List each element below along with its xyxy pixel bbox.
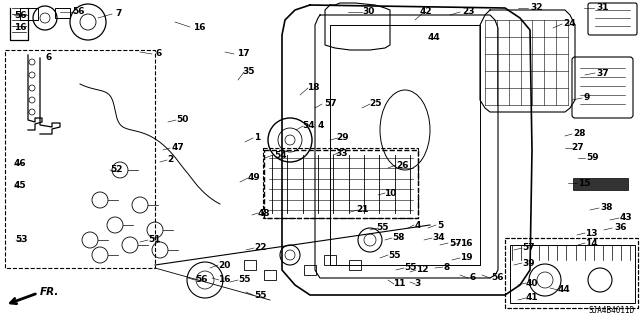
Text: 55: 55 (388, 250, 401, 259)
Text: 56: 56 (72, 8, 84, 17)
Text: 8: 8 (443, 263, 449, 271)
Text: 34: 34 (432, 234, 445, 242)
Text: 56: 56 (14, 11, 26, 19)
Text: 15: 15 (578, 179, 591, 188)
Text: 16: 16 (460, 239, 472, 248)
Text: 56: 56 (491, 273, 504, 283)
Text: 7: 7 (115, 10, 122, 19)
Text: 17: 17 (237, 48, 250, 57)
Bar (304, 265, 316, 275)
Text: 13: 13 (585, 228, 598, 238)
Text: 16: 16 (14, 23, 26, 32)
Bar (330, 25, 480, 265)
Text: 37: 37 (596, 69, 609, 78)
Text: 38: 38 (600, 204, 612, 212)
Text: 16: 16 (193, 23, 205, 32)
Text: 25: 25 (369, 99, 381, 108)
Text: 24: 24 (563, 19, 575, 28)
Text: 58: 58 (392, 234, 404, 242)
Text: 23: 23 (462, 8, 474, 17)
Text: 12: 12 (416, 265, 429, 275)
Bar (324, 255, 336, 265)
Text: 55: 55 (254, 291, 266, 300)
Text: 31: 31 (596, 4, 609, 12)
Text: 33: 33 (335, 149, 348, 158)
Text: 36: 36 (614, 224, 627, 233)
Text: FR.: FR. (40, 287, 60, 297)
Text: SJA4B4011D: SJA4B4011D (589, 306, 635, 315)
Text: 55: 55 (404, 263, 417, 272)
Text: 41: 41 (526, 293, 539, 302)
Text: 28: 28 (573, 130, 586, 138)
Text: 27: 27 (571, 144, 584, 152)
Text: 6: 6 (469, 273, 476, 283)
Text: 43: 43 (620, 213, 632, 222)
Bar (20, 8, 38, 20)
Text: 47: 47 (172, 144, 185, 152)
Text: 3: 3 (414, 279, 420, 288)
Text: 57: 57 (522, 243, 534, 253)
Text: 30: 30 (362, 8, 374, 17)
Text: 46: 46 (14, 159, 27, 167)
Text: 45: 45 (14, 181, 27, 189)
Bar (510, 245, 635, 303)
Text: 50: 50 (176, 115, 188, 124)
Text: 6: 6 (46, 54, 52, 63)
Text: 21: 21 (356, 205, 369, 214)
Text: 2: 2 (167, 155, 173, 165)
Text: 49: 49 (248, 174, 260, 182)
Bar (5, 50, 155, 268)
Text: 52: 52 (110, 166, 122, 174)
Bar (505, 238, 638, 308)
Text: 26: 26 (396, 160, 408, 169)
Text: 10: 10 (384, 189, 396, 197)
Text: 54: 54 (274, 151, 287, 160)
Text: 16: 16 (218, 276, 230, 285)
Text: 14: 14 (585, 239, 598, 248)
Text: 39: 39 (522, 258, 534, 268)
Text: 44: 44 (428, 33, 441, 42)
Text: 55: 55 (376, 224, 388, 233)
Text: 59: 59 (586, 153, 598, 162)
Text: 11: 11 (393, 279, 406, 288)
Text: 5: 5 (437, 220, 444, 229)
Text: 53: 53 (15, 235, 28, 244)
Text: 18: 18 (307, 84, 319, 93)
Bar (263, 148, 418, 218)
Bar (264, 150, 418, 218)
Text: 4: 4 (415, 220, 421, 229)
Text: 44: 44 (558, 286, 571, 294)
Bar (505, 238, 638, 308)
Bar (244, 260, 256, 270)
Bar (55, 8, 70, 18)
Text: 57: 57 (324, 99, 337, 108)
Text: 40: 40 (526, 278, 538, 287)
Text: 19: 19 (460, 254, 472, 263)
Text: 48: 48 (258, 209, 271, 218)
Text: 9: 9 (584, 93, 590, 102)
Text: 51: 51 (148, 235, 161, 244)
Text: 32: 32 (530, 4, 543, 12)
Text: 57: 57 (449, 239, 461, 248)
Bar (264, 270, 276, 280)
Text: 54: 54 (302, 121, 315, 130)
Text: 1: 1 (254, 133, 260, 143)
Bar (349, 260, 361, 270)
Text: 42: 42 (420, 8, 433, 17)
Text: 22: 22 (254, 243, 266, 253)
Text: 20: 20 (218, 261, 230, 270)
Text: 55: 55 (238, 276, 250, 285)
Bar (573, 178, 628, 190)
Text: 29: 29 (336, 133, 349, 143)
Text: 4: 4 (318, 121, 324, 130)
Text: 6: 6 (155, 48, 161, 57)
Text: 35: 35 (242, 68, 255, 77)
Text: 56: 56 (195, 276, 207, 285)
